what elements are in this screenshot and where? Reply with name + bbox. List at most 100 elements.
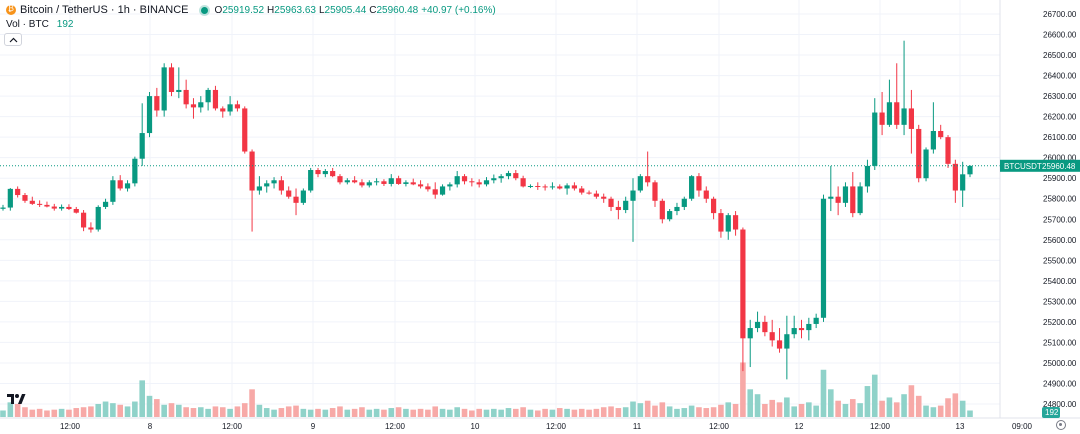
candle[interactable] xyxy=(784,315,790,380)
candle[interactable] xyxy=(7,188,13,211)
candle[interactable] xyxy=(205,87,211,111)
candle[interactable] xyxy=(894,63,900,129)
candle[interactable] xyxy=(476,179,482,188)
candle[interactable] xyxy=(857,182,863,216)
candle[interactable] xyxy=(249,149,255,232)
candle[interactable] xyxy=(696,173,702,197)
candle[interactable] xyxy=(520,175,526,188)
candle[interactable] xyxy=(769,319,775,347)
candle[interactable] xyxy=(681,196,687,211)
candle[interactable] xyxy=(308,167,314,193)
candle[interactable] xyxy=(967,165,973,178)
candle[interactable] xyxy=(615,200,621,220)
gear-icon[interactable] xyxy=(1056,420,1066,430)
candle[interactable] xyxy=(564,183,570,195)
candle[interactable] xyxy=(337,174,343,185)
candle[interactable] xyxy=(51,203,57,211)
candle[interactable] xyxy=(828,165,834,212)
candle[interactable] xyxy=(234,100,241,112)
candle[interactable] xyxy=(901,40,907,136)
candle[interactable] xyxy=(527,184,534,189)
candle[interactable] xyxy=(820,194,827,322)
candle[interactable] xyxy=(557,184,563,190)
candle[interactable] xyxy=(124,180,131,192)
candle[interactable] xyxy=(286,186,292,199)
candle[interactable] xyxy=(139,103,145,166)
candle[interactable] xyxy=(37,200,43,207)
candle[interactable] xyxy=(689,175,695,201)
candle[interactable] xyxy=(403,180,409,187)
candle[interactable] xyxy=(791,315,797,339)
candle[interactable] xyxy=(315,167,321,178)
candle[interactable] xyxy=(190,98,197,119)
candle[interactable] xyxy=(491,174,497,184)
candle[interactable] xyxy=(198,96,204,113)
candle[interactable] xyxy=(374,178,380,186)
candle[interactable] xyxy=(908,89,914,154)
candle[interactable] xyxy=(256,176,263,195)
candle[interactable] xyxy=(740,227,746,372)
candle[interactable] xyxy=(381,179,387,187)
candle[interactable] xyxy=(132,156,138,187)
candle[interactable] xyxy=(461,174,468,185)
candle[interactable] xyxy=(952,159,958,203)
candle[interactable] xyxy=(432,182,438,199)
candle[interactable] xyxy=(725,213,731,240)
candle[interactable] xyxy=(732,211,739,236)
volume-label[interactable]: Vol · BTC xyxy=(6,19,49,30)
candle[interactable] xyxy=(278,176,284,195)
candle[interactable] xyxy=(44,201,50,208)
candle[interactable] xyxy=(271,177,277,189)
candle[interactable] xyxy=(850,172,856,218)
candle[interactable] xyxy=(674,202,680,216)
candle[interactable] xyxy=(110,176,116,205)
candle[interactable] xyxy=(73,206,79,214)
candle[interactable] xyxy=(454,171,460,188)
market-status-icon[interactable] xyxy=(200,6,208,14)
candle[interactable] xyxy=(242,106,248,154)
tradingview-logo-icon[interactable] xyxy=(6,392,26,406)
candle[interactable] xyxy=(498,174,504,183)
candle[interactable] xyxy=(923,147,929,182)
candle[interactable] xyxy=(710,196,717,220)
candle[interactable] xyxy=(154,87,160,117)
candle[interactable] xyxy=(637,174,643,193)
candle[interactable] xyxy=(439,184,446,196)
candle[interactable] xyxy=(842,182,849,207)
candle[interactable] xyxy=(652,180,658,207)
candle[interactable] xyxy=(168,63,175,97)
candle[interactable] xyxy=(15,186,21,198)
candle[interactable] xyxy=(813,313,819,329)
candle[interactable] xyxy=(571,182,578,191)
candle[interactable] xyxy=(95,205,101,232)
candle[interactable] xyxy=(366,180,372,188)
candle[interactable] xyxy=(872,98,878,170)
candle[interactable] xyxy=(80,210,87,232)
candle[interactable] xyxy=(762,315,768,337)
candle[interactable] xyxy=(798,319,805,339)
candle[interactable] xyxy=(227,96,233,116)
candle[interactable] xyxy=(183,79,189,109)
candle[interactable] xyxy=(945,135,951,168)
candle[interactable] xyxy=(66,204,72,211)
candle[interactable] xyxy=(747,319,753,368)
candle[interactable] xyxy=(0,204,6,211)
candle[interactable] xyxy=(212,85,219,111)
candle[interactable] xyxy=(703,186,709,203)
candle[interactable] xyxy=(293,188,299,216)
candle[interactable] xyxy=(754,311,761,333)
candle[interactable] xyxy=(352,176,358,184)
candle[interactable] xyxy=(359,179,365,188)
candle[interactable] xyxy=(22,192,28,203)
candle[interactable] xyxy=(88,222,94,233)
candle[interactable] xyxy=(117,175,123,191)
candle[interactable] xyxy=(623,196,629,214)
candle[interactable] xyxy=(410,178,416,186)
candle[interactable] xyxy=(29,196,35,205)
candle[interactable] xyxy=(513,170,519,181)
candle[interactable] xyxy=(395,175,402,185)
candle[interactable] xyxy=(645,151,651,187)
candle[interactable] xyxy=(322,168,328,178)
candle[interactable] xyxy=(930,102,936,154)
